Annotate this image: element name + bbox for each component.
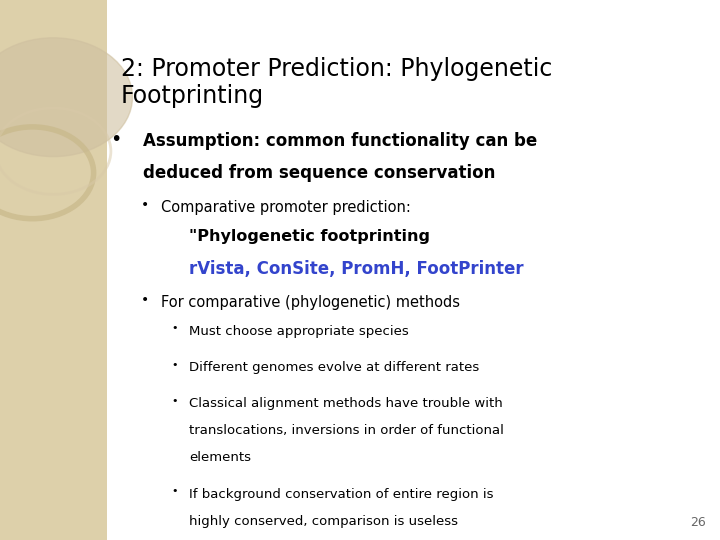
Text: elements: elements [189, 451, 251, 464]
Text: Must choose appropriate species: Must choose appropriate species [189, 325, 409, 338]
Text: •: • [171, 486, 178, 496]
Text: 26: 26 [690, 516, 706, 529]
Text: rVista, ConSite, PromH, FootPrinter: rVista, ConSite, PromH, FootPrinter [189, 260, 524, 278]
Text: Classical alignment methods have trouble with: Classical alignment methods have trouble… [189, 397, 503, 410]
Text: •: • [140, 293, 148, 307]
Text: "Phylogenetic footprinting: "Phylogenetic footprinting [189, 230, 431, 245]
Text: •: • [171, 360, 178, 370]
FancyBboxPatch shape [0, 0, 107, 540]
Circle shape [0, 38, 132, 157]
Text: Footprinting: Footprinting [121, 84, 264, 107]
Text: •: • [140, 198, 148, 212]
Text: •: • [110, 130, 122, 149]
Text: •: • [171, 396, 178, 406]
Text: 2: Promoter Prediction: Phylogenetic: 2: Promoter Prediction: Phylogenetic [121, 57, 552, 80]
Text: translocations, inversions in order of functional: translocations, inversions in order of f… [189, 424, 504, 437]
Text: Different genomes evolve at different rates: Different genomes evolve at different ra… [189, 361, 480, 374]
Text: If background conservation of entire region is: If background conservation of entire reg… [189, 488, 494, 501]
Text: For comparative (phylogenetic) methods: For comparative (phylogenetic) methods [161, 295, 459, 310]
Text: Comparative promoter prediction:: Comparative promoter prediction: [161, 200, 410, 215]
Text: deduced from sequence conservation: deduced from sequence conservation [143, 164, 495, 181]
Text: •: • [171, 323, 178, 334]
Text: Assumption: common functionality can be: Assumption: common functionality can be [143, 132, 537, 150]
Text: highly conserved, comparison is useless: highly conserved, comparison is useless [189, 515, 459, 528]
